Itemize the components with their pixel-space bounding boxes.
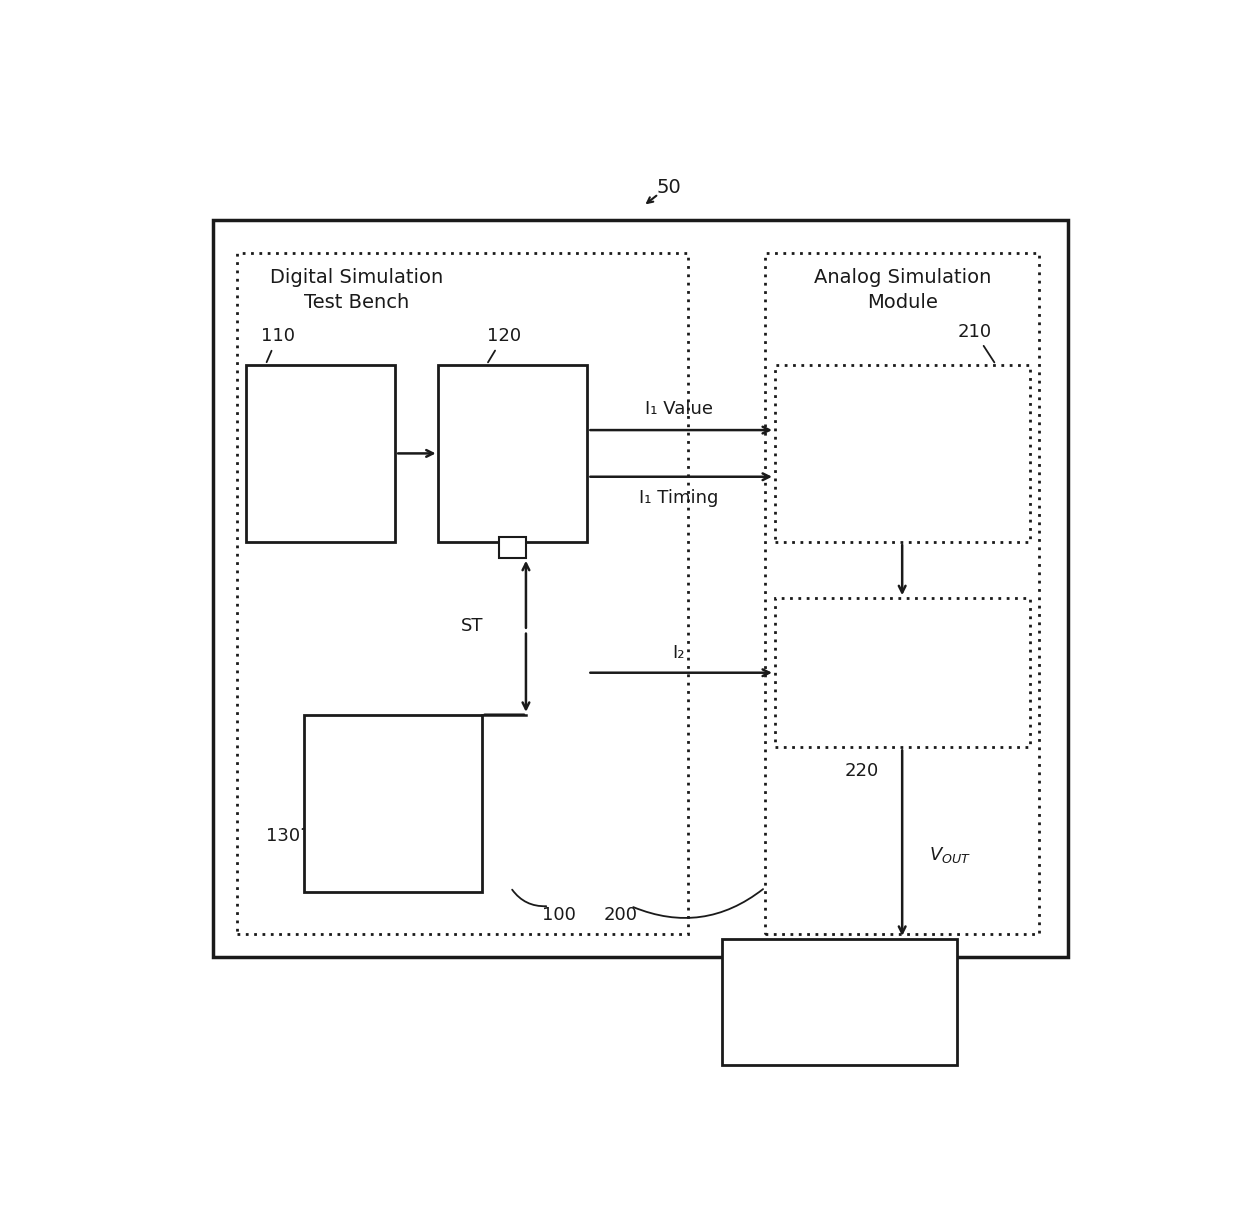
Text: 220: 220 (844, 761, 878, 779)
Bar (498, 537, 526, 558)
Text: 120: 120 (486, 327, 521, 362)
Text: Digital Simulation
Module: Digital Simulation Module (753, 979, 926, 1024)
Text: Digital Simulation
Test Bench: Digital Simulation Test Bench (270, 268, 444, 313)
Text: I₁ Timing: I₁ Timing (639, 490, 718, 507)
Bar (247, 365, 396, 542)
Bar (775, 365, 1029, 542)
Text: ST: ST (461, 617, 484, 635)
Text: 200: 200 (604, 907, 639, 925)
Text: Analog
Circuit
Simulation: Analog Circuit Simulation (851, 419, 954, 488)
Text: 110: 110 (260, 327, 295, 362)
Text: I₁ Value: I₁ Value (645, 400, 713, 418)
Text: $V_{OUT}$: $V_{OUT}$ (929, 845, 971, 864)
Bar (775, 598, 1029, 748)
Text: Test Bench
Stimulus: Test Bench Stimulus (268, 431, 373, 475)
Text: 130: 130 (265, 827, 304, 845)
Text: Measurement
Module: Measurement Module (836, 651, 968, 694)
Bar (304, 715, 481, 892)
Text: Interface
Module: Interface Module (470, 431, 557, 475)
Text: 210: 210 (957, 322, 994, 362)
Bar (213, 221, 1068, 957)
Bar (722, 938, 957, 1064)
Bar (237, 253, 688, 934)
Text: Current
Status
Indicator: Current Status Indicator (350, 768, 436, 837)
Text: 100: 100 (542, 907, 575, 925)
Bar (765, 253, 1039, 934)
Text: 50: 50 (657, 178, 682, 196)
Text: Analog Simulation
Module: Analog Simulation Module (813, 268, 991, 313)
Text: 75: 75 (732, 1013, 755, 1031)
Bar (439, 365, 588, 542)
Text: I₂: I₂ (672, 644, 684, 662)
